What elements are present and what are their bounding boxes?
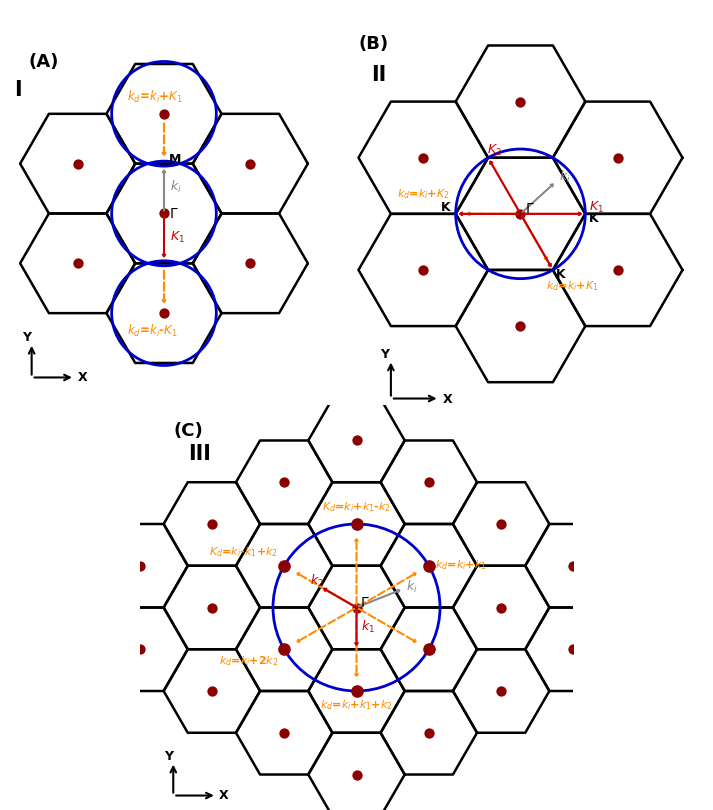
Point: [206, 601, 217, 614]
Point: [351, 518, 362, 531]
Text: II: II: [371, 65, 386, 85]
Text: $k_d$=$k_i$+$k_1$+$k_2$: $k_d$=$k_i$+$k_1$+$k_2$: [320, 698, 393, 712]
Point: [72, 257, 83, 270]
Point: [568, 643, 579, 656]
Point: [515, 95, 526, 108]
Point: [279, 643, 290, 656]
Point: [496, 684, 507, 697]
Point: [158, 307, 170, 320]
Text: (C): (C): [173, 422, 203, 441]
Text: $\Gamma$: $\Gamma$: [168, 207, 178, 221]
Point: [134, 559, 145, 572]
Point: [423, 643, 434, 656]
Point: [279, 727, 290, 740]
Point: [612, 263, 623, 276]
Point: [568, 559, 579, 572]
Point: [423, 559, 434, 572]
Text: X: X: [78, 372, 87, 385]
Point: [206, 684, 217, 697]
Text: K: K: [555, 268, 565, 281]
Text: M: M: [168, 153, 181, 166]
Point: [351, 684, 362, 697]
Point: [158, 108, 170, 121]
Text: X: X: [443, 393, 452, 406]
Point: [279, 475, 290, 488]
Text: $k_d$=$k_i$+2$k_2$: $k_d$=$k_i$+2$k_2$: [219, 654, 278, 668]
Point: [418, 151, 429, 164]
Point: [206, 518, 217, 531]
Point: [423, 559, 434, 572]
Point: [158, 207, 170, 220]
Point: [134, 643, 145, 656]
Text: X: X: [219, 789, 229, 802]
Point: [72, 157, 83, 170]
Text: $k_d$=$k_i$-$K_1$: $k_d$=$k_i$-$K_1$: [127, 323, 178, 339]
Text: Y: Y: [22, 331, 31, 344]
Text: $k_i$: $k_i$: [170, 179, 181, 195]
Point: [245, 157, 256, 170]
Text: (A): (A): [29, 53, 59, 70]
Point: [279, 643, 290, 656]
Text: $k_1$: $k_1$: [361, 619, 375, 634]
Text: $K_1$: $K_1$: [170, 230, 185, 245]
Text: Y: Y: [164, 750, 173, 763]
Text: $\Gamma$: $\Gamma$: [525, 202, 535, 215]
Point: [279, 559, 290, 572]
Text: $k_d$=$k_i$+$k_1$: $k_d$=$k_i$+$k_1$: [435, 558, 486, 572]
Point: [423, 727, 434, 740]
Text: K: K: [441, 201, 451, 215]
Point: [279, 559, 290, 572]
Text: $k_d$=$k_i$+$K_2$: $k_d$=$k_i$+$K_2$: [396, 188, 449, 202]
Text: $k_2$: $k_2$: [309, 573, 324, 589]
Point: [351, 518, 362, 531]
Point: [351, 434, 362, 447]
Point: [418, 263, 429, 276]
Text: Y: Y: [380, 347, 389, 360]
Point: [515, 320, 526, 333]
Point: [423, 475, 434, 488]
Point: [245, 257, 256, 270]
Text: (B): (B): [359, 35, 389, 53]
Point: [351, 768, 362, 781]
Point: [423, 643, 434, 656]
Text: $k_i$: $k_i$: [559, 168, 570, 185]
Text: $K_d$=$k_i$+$k_1$-$k_2$: $K_d$=$k_i$+$k_1$-$k_2$: [322, 501, 391, 514]
Point: [351, 601, 362, 614]
Point: [496, 601, 507, 614]
Text: $\Gamma$: $\Gamma$: [360, 595, 370, 610]
Text: III: III: [188, 445, 210, 464]
Text: $K_d$=$k_i$-$k_1$+$k_2$: $K_d$=$k_i$-$k_1$+$k_2$: [210, 545, 278, 559]
Point: [612, 151, 623, 164]
Text: $K_1$: $K_1$: [589, 200, 604, 215]
Text: I: I: [14, 79, 22, 100]
Text: $k_d$=$k_i$+$K_1$: $k_d$=$k_i$+$K_1$: [546, 279, 599, 293]
Text: $k_i$: $k_i$: [406, 578, 418, 595]
Point: [351, 684, 362, 697]
Text: $k_d$=$k_i$+$K_1$: $k_d$=$k_i$+$K_1$: [127, 89, 183, 105]
Point: [515, 207, 526, 220]
Point: [496, 518, 507, 531]
Text: $K_2$: $K_2$: [487, 143, 502, 158]
Text: K: K: [588, 211, 598, 224]
